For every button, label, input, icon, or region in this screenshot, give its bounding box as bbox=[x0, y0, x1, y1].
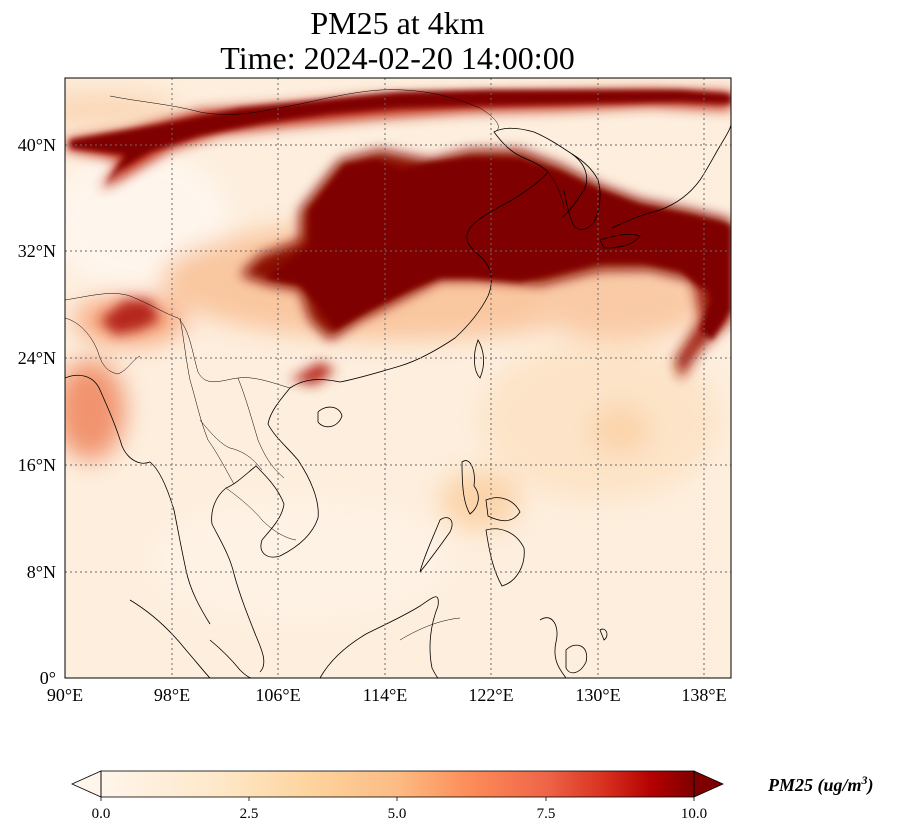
colorbar-tick-label: 0.0 bbox=[92, 806, 111, 822]
lon-tick-label: 98°E bbox=[154, 685, 190, 705]
colorbar-title-close: ) bbox=[867, 775, 874, 795]
colorbar-min-extend bbox=[71, 770, 102, 798]
lon-tick-label: 114°E bbox=[363, 685, 408, 705]
colorbar-title-exponent: 3 bbox=[861, 773, 868, 787]
colorbar-tick-label: 10.0 bbox=[681, 806, 707, 822]
lat-tick-label: 40°N bbox=[18, 135, 56, 155]
colorbar-tick-label: 7.5 bbox=[537, 806, 556, 822]
lat-tick-label: 16°N bbox=[18, 455, 56, 475]
colorbar-tick-label: 2.5 bbox=[240, 806, 259, 822]
colorbar-title: PM25 (ug/m3) bbox=[768, 773, 874, 796]
lat-tick-label: 24°N bbox=[18, 348, 56, 368]
colorbar: 0.0 2.5 5.0 7.5 10.0 bbox=[71, 770, 724, 822]
colorbar-max-extend bbox=[693, 770, 724, 798]
lon-tick-label: 122°E bbox=[468, 685, 513, 705]
country-borders bbox=[65, 89, 565, 641]
map-subtitle-time: Time: 2024-02-20 14:00:00 bbox=[220, 40, 575, 76]
colorbar-title-text: PM25 (ug/m bbox=[768, 775, 862, 795]
lon-tick-label: 90°E bbox=[47, 685, 83, 705]
lon-tick-label: 130°E bbox=[575, 685, 620, 705]
colorbar-tick-label: 5.0 bbox=[388, 806, 407, 822]
lon-tick-label: 106°E bbox=[255, 685, 300, 705]
lon-tick-label: 138°E bbox=[681, 685, 726, 705]
gridlines bbox=[65, 78, 731, 678]
longitude-ticks: 90°E 98°E 106°E 114°E 122°E 130°E 138°E bbox=[47, 685, 727, 705]
lat-tick-label: 32°N bbox=[18, 241, 56, 261]
map-title: PM25 at 4km bbox=[310, 5, 485, 41]
coastlines bbox=[65, 123, 731, 678]
pm25-field bbox=[65, 78, 731, 678]
map-frame bbox=[64, 77, 732, 679]
lat-tick-label: 8°N bbox=[27, 562, 56, 582]
lat-tick-label: 0° bbox=[40, 668, 56, 688]
latitude-ticks: 0° 8°N 16°N 24°N 32°N 40°N bbox=[18, 135, 56, 688]
